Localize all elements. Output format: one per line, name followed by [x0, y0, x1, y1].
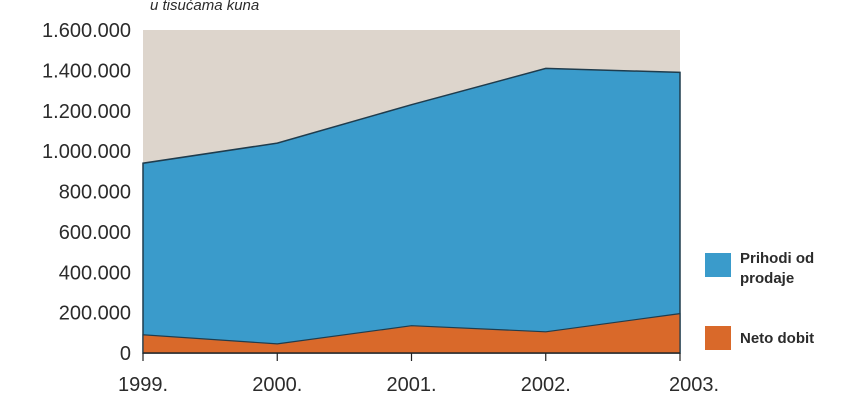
y-tick-label: 1.200.000 — [42, 101, 131, 123]
x-tick-label: 2000. — [252, 374, 302, 396]
y-tick-label: 200.000 — [59, 303, 131, 325]
area-prihodi-od-prodaje — [142, 67, 681, 354]
legend-swatch — [705, 326, 731, 350]
y-axis: 0 200.000 400.000 600.000 800.000 1.000.000 1.… — [42, 20, 131, 365]
y-tick-label: 1.000.000 — [42, 141, 131, 163]
y-tick-label: 1.600.000 — [42, 20, 131, 42]
legend-label: Neto dobit — [740, 330, 814, 347]
y-tick-label: 0 — [120, 343, 131, 365]
y-tick-label: 600.000 — [59, 222, 131, 244]
x-axis: 1999. 2000. 2001. 2002. 2003. — [118, 353, 719, 396]
unit-label: u tisućama kuna — [150, 0, 259, 14]
legend-swatch — [705, 253, 731, 277]
y-tick-label: 800.000 — [59, 182, 131, 204]
x-tick-label: 2001. — [386, 374, 436, 396]
area-neto-dobit — [142, 312, 681, 354]
legend: Prihodi od prodaje Neto dobit — [705, 250, 814, 350]
legend-label: Prihodi od prodaje — [740, 250, 814, 287]
x-tick-label: 1999. — [118, 374, 168, 396]
x-tick-label: 2002. — [521, 374, 571, 396]
y-tick-label: 400.000 — [59, 262, 131, 284]
x-tick-label: 2003. — [669, 374, 719, 396]
y-tick-label: 1.400.000 — [42, 60, 131, 82]
